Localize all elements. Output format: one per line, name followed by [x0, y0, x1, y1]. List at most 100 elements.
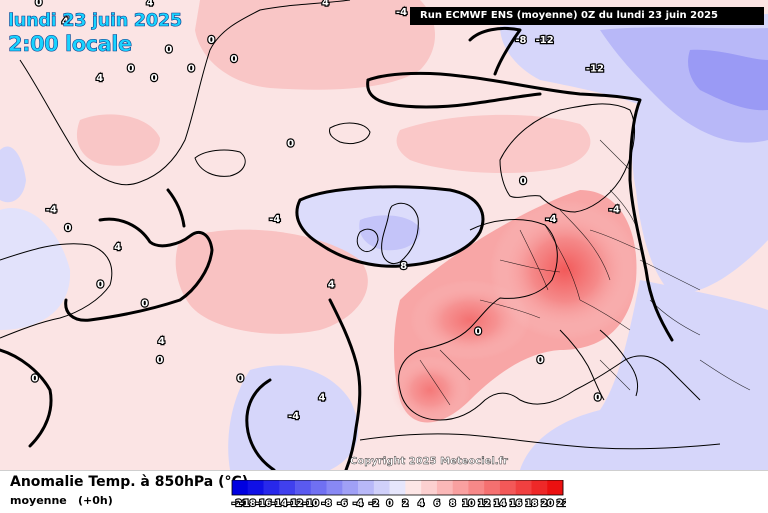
color-scale-legend: -20-18 -16 -14 -12 -10 -8 -6 -4 -2 0 2 4 6 8 10 12 14 16 1… [231, 480, 566, 508]
lead-time-label: (+0h) [78, 494, 113, 507]
statistic-label: moyenne [10, 494, 67, 507]
legend-swatch [436, 480, 453, 495]
legend-tick-label: 0 [386, 499, 392, 508]
labrador-coast [0, 243, 113, 339]
svalbard-coast [329, 122, 371, 145]
contour-label: 0 [165, 45, 172, 56]
contour-label: -4 [288, 411, 299, 422]
contour-label: 0 [287, 139, 294, 150]
italy-coast [559, 329, 605, 401]
temperature-anomaly-map: 044444-4-8-12-120-44-4040040000000-4480-… [0, 0, 768, 470]
contour-label: 8 [400, 261, 407, 272]
contour-label: 0 [475, 327, 482, 338]
legend-tick-label: -14 [271, 499, 287, 508]
contour-label: 0 [65, 223, 72, 234]
contour-label: 0 [520, 176, 527, 187]
legend-swatch [389, 480, 406, 495]
uk-coast [381, 202, 419, 265]
legend-tick-label: -4 [353, 499, 363, 508]
contour-label: -4 [269, 214, 280, 225]
contour-label: 4 [114, 242, 121, 253]
contour-label: 0 [141, 298, 148, 309]
legend-swatch [373, 480, 390, 495]
contour-label: 0 [237, 374, 244, 385]
variable-title: Anomalie Temp. à 850hPa (°C) [10, 474, 249, 490]
legend-tick-label: 2 [402, 499, 408, 508]
contour-label: 4 [158, 336, 165, 347]
contour-label: -4 [545, 214, 556, 225]
legend-tick-label: -12 [287, 499, 303, 508]
legend-tick-label: 20 [541, 499, 554, 508]
contour-label: 4 [322, 0, 329, 9]
legend-swatch [358, 480, 375, 495]
contour-label: 0 [537, 355, 544, 366]
contour-label: 4 [146, 0, 153, 9]
legend-swatch [342, 480, 359, 495]
cold-anomaly-areas [0, 14, 768, 470]
legend-swatch [326, 480, 343, 495]
contour-labels: 044444-4-8-12-120-44-4040040000000-4480-… [30, 0, 621, 423]
legend-swatch [405, 480, 422, 495]
balkans-coast [599, 329, 639, 397]
legend-swatch [279, 480, 296, 495]
contour-label: 0 [188, 63, 195, 74]
legend-tick-label: 4 [418, 499, 424, 508]
legend-swatch [247, 480, 264, 495]
run-info-banner: Run ECMWF ENS (moyenne) 0Z du lundi 23 j… [410, 7, 764, 25]
contour-label: 0 [208, 35, 215, 46]
contour-label: -12 [586, 63, 604, 74]
north-africa-coast [359, 433, 721, 450]
contour-label: 4 [62, 16, 69, 27]
contour-label: 0 [97, 280, 104, 291]
copyright-notice: Copyright 2025 Meteociel.fr [350, 456, 508, 467]
legend-tick-label: -10 [303, 499, 319, 508]
contour-label: -4 [609, 204, 620, 215]
legend-swatch [515, 480, 532, 495]
legend-tick-label: 6 [434, 499, 440, 508]
contour-label: 0 [231, 54, 238, 65]
forecast-time: 2:00 locale [8, 32, 133, 57]
legend-swatch [499, 480, 517, 495]
ireland-coast [356, 228, 379, 253]
contour-label: 0 [127, 63, 134, 74]
scandinavia-coast [499, 103, 636, 213]
contour-label: 0 [156, 355, 163, 366]
legend-tick-label: -16 [255, 499, 271, 508]
contour-label: -4 [46, 204, 57, 215]
legend-tick-label: 8 [450, 499, 456, 508]
legend-swatch [295, 480, 312, 495]
contour-label: 4 [96, 73, 103, 84]
legend-border [231, 480, 564, 496]
legend-tick-label: 10 [462, 499, 475, 508]
contour-label: 0 [151, 73, 158, 84]
legend-swatch [310, 480, 327, 495]
legend-tick-label: -20 [232, 499, 248, 508]
legend-tick-label: 22 [557, 499, 566, 508]
contour-label: -12 [536, 35, 554, 46]
legend-swatch [232, 480, 249, 495]
contour-label: -4 [396, 7, 407, 18]
greenland-coast [19, 0, 351, 186]
europe-coast [398, 219, 701, 421]
contour-label: 0 [31, 374, 38, 385]
forecast-date: lundi 23 juin 2025 [8, 10, 183, 32]
legend-tick-label: 16 [509, 499, 522, 508]
legend-swatch [468, 480, 485, 495]
contour-label: 0 [594, 392, 601, 403]
legend-tick-label: 18 [525, 499, 538, 508]
contour-label: -8 [515, 35, 526, 46]
legend-tick-label: 14 [494, 499, 507, 508]
contour-label: 4 [319, 392, 326, 403]
contour-label: 0 [35, 0, 42, 9]
legend-tick-label: -2 [369, 499, 379, 508]
zero-contours [0, 26, 674, 470]
contour-label: 4 [328, 280, 335, 291]
legend-swatch [547, 480, 564, 495]
iceland-coast [194, 149, 246, 177]
legend-swatch [263, 480, 280, 495]
legend-tick-label: 12 [478, 499, 491, 508]
legend-tick-label: -6 [337, 499, 347, 508]
legend-tick-label: -8 [322, 499, 332, 508]
legend-swatch [452, 480, 469, 495]
legend-swatch [484, 480, 501, 495]
